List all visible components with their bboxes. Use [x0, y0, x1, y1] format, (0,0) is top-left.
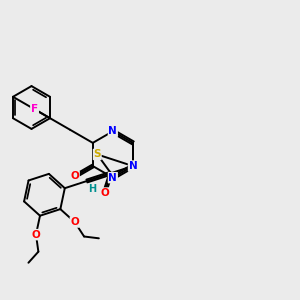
Text: N: N: [109, 172, 117, 183]
Text: O: O: [32, 230, 40, 240]
Text: H: H: [88, 184, 96, 194]
Text: O: O: [100, 188, 109, 198]
Text: N: N: [128, 161, 137, 171]
Text: N: N: [109, 126, 117, 136]
Text: F: F: [31, 104, 38, 114]
Text: F: F: [31, 104, 38, 114]
Text: O: O: [70, 172, 79, 182]
Text: O: O: [70, 217, 79, 227]
Text: S: S: [94, 149, 101, 160]
